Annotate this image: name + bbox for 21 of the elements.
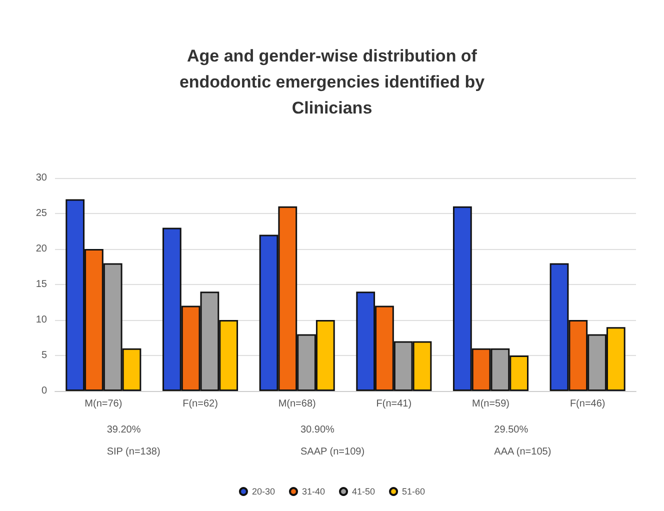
legend-label: 20-30 bbox=[252, 486, 275, 496]
legend-label: 31-40 bbox=[302, 486, 326, 496]
legend-label: 41-50 bbox=[352, 486, 376, 496]
text: 29.50% AAA (n=105) bbox=[494, 424, 552, 458]
x-tick-label: F(n=62) bbox=[182, 398, 218, 410]
y-tick-label: 10 bbox=[36, 314, 48, 326]
chart-title: Age and gender-wise distribution of endodontic emergencies identified by Clinicians bbox=[179, 46, 486, 118]
text: 30.90% SAAP (n=109) bbox=[300, 424, 365, 458]
x-tick-label: F(n=46) bbox=[570, 398, 606, 410]
y-tick-label: 15 bbox=[36, 279, 48, 290]
y-tick-label: 30 bbox=[36, 172, 48, 184]
x-tick-label: M(n=68) bbox=[278, 398, 316, 410]
x-tick-label: M(n=59) bbox=[472, 398, 510, 410]
x-tick-label: M(n=76) bbox=[84, 398, 122, 410]
y-tick-label: 5 bbox=[41, 350, 48, 361]
x-tick-label: F(n=41) bbox=[376, 398, 412, 410]
y-tick-label: 20 bbox=[36, 244, 48, 254]
legend-label: 51-60 bbox=[402, 486, 426, 496]
y-tick-label: 25 bbox=[36, 208, 48, 219]
y-tick-label: 0 bbox=[41, 386, 48, 396]
text: 39.20% SIP (n=138) bbox=[106, 424, 160, 458]
